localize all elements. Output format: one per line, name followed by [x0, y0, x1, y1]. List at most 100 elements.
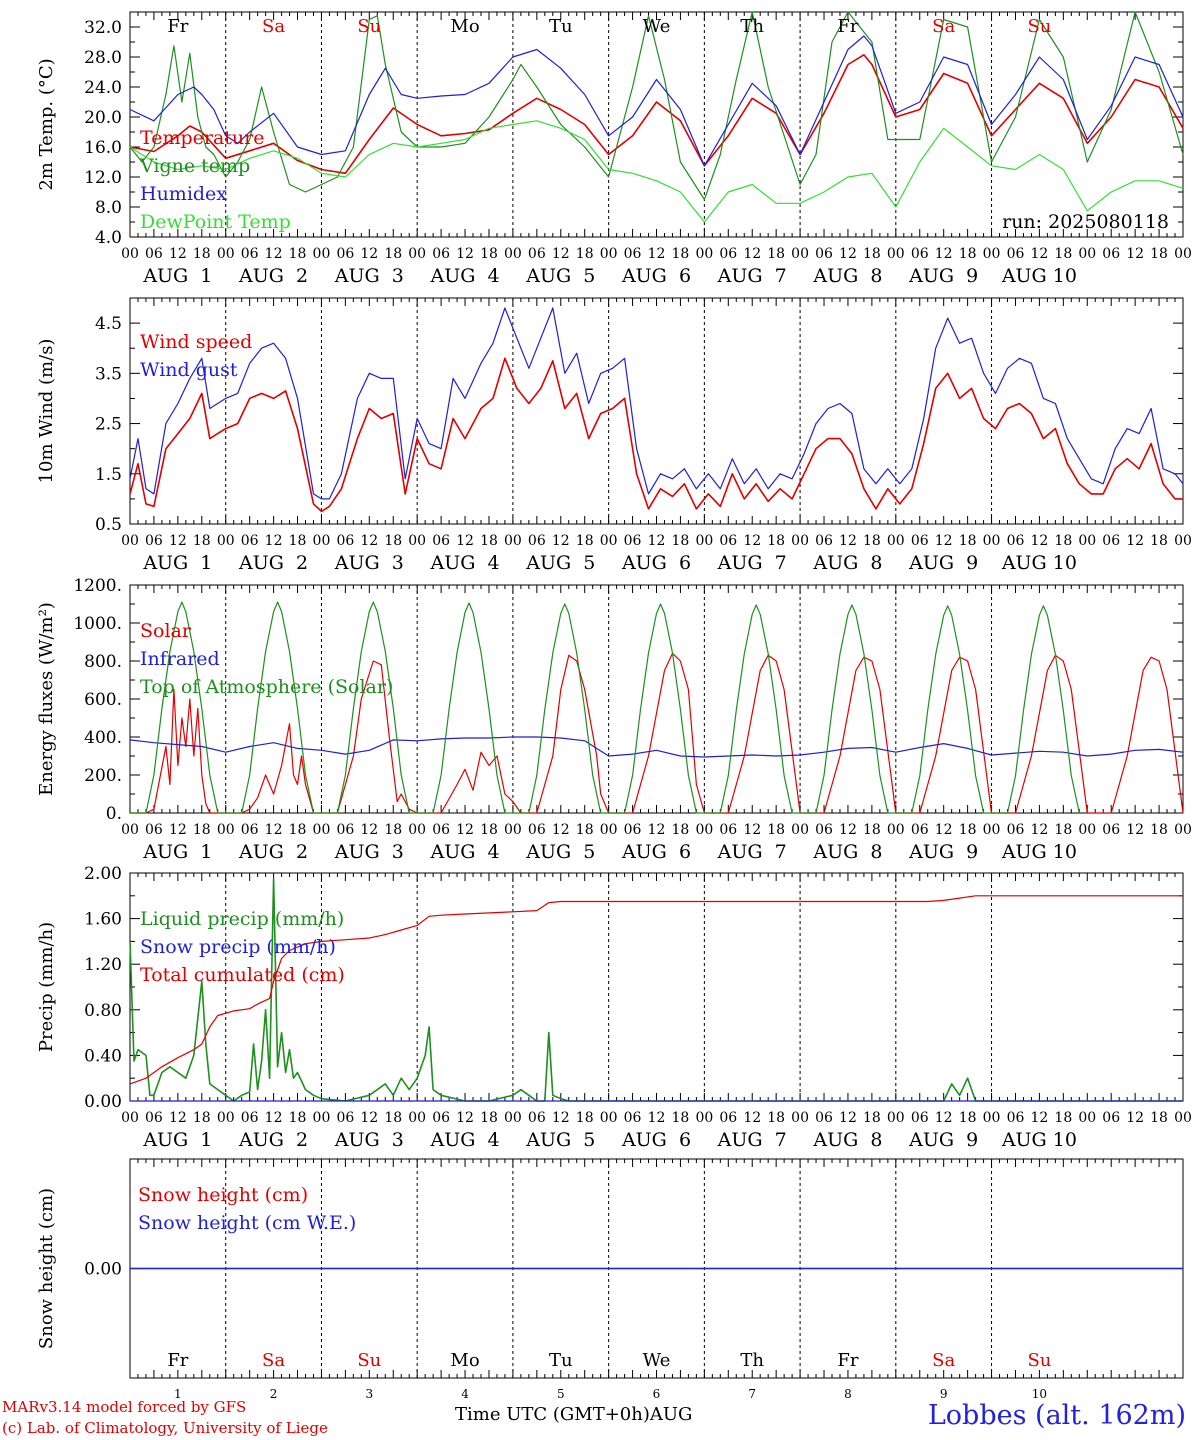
- legend-entry: Temperature: [140, 127, 264, 149]
- date-label: AUG 7: [717, 1129, 787, 1151]
- hour-tick-label: 12: [1126, 533, 1144, 549]
- date-label: AUG 1: [142, 1129, 212, 1151]
- hour-tick-label: 06: [719, 533, 737, 549]
- hour-tick-label: 12: [839, 1110, 857, 1126]
- hour-tick-label: 18: [767, 533, 785, 549]
- hour-tick-label: 12: [265, 246, 283, 262]
- hour-tick-label: 00: [983, 822, 1001, 838]
- series-line-total-cumulated-cm-: [129, 895, 1183, 1085]
- hour-tick-label: 00: [983, 246, 1001, 262]
- hour-tick-label: 00: [1078, 1110, 1096, 1126]
- hour-tick-label: 00: [1174, 822, 1192, 838]
- plot-frame: [129, 297, 1184, 525]
- hour-tick-label: 18: [1054, 533, 1072, 549]
- y-tick-label: 3.5: [95, 364, 122, 384]
- hour-tick-label: 12: [169, 533, 187, 549]
- weekday-label: Sa: [932, 1350, 955, 1371]
- hour-tick-label: 12: [648, 533, 666, 549]
- y-tick-label: 0.40: [84, 1046, 122, 1066]
- hour-tick-label: 06: [1007, 533, 1025, 549]
- hour-tick-label: 00: [791, 822, 809, 838]
- hour-tick-label: 18: [1150, 533, 1168, 549]
- date-label: AUG 9: [908, 1129, 978, 1151]
- y-tick-label: 28.0: [84, 48, 122, 68]
- hour-tick-label: 00: [504, 1110, 522, 1126]
- weekday-label: Fr: [167, 16, 188, 37]
- hour-tick-label: 00: [1078, 246, 1096, 262]
- y-tick-label: 1.5: [95, 465, 122, 485]
- y-tick-label: 12.0: [84, 168, 122, 188]
- weekday-label: Mo: [450, 1350, 479, 1371]
- y-tick-label: 0.00: [84, 1092, 122, 1112]
- date-label: AUG 3: [334, 841, 404, 863]
- y-tick-label: 0.80: [84, 1001, 122, 1021]
- panel-4: 0.00 0.40 0.80 1.20 1.60 2.00 Precip (mm/h) Liq…: [36, 864, 1192, 1151]
- date-label: AUG 4: [429, 841, 499, 863]
- hour-tick-label: 00: [887, 822, 905, 838]
- series-line-solar: [130, 652, 1184, 814]
- hour-tick-label: 12: [935, 1110, 953, 1126]
- hour-tick-label: 06: [336, 533, 354, 549]
- series-line-temperature: [129, 54, 1184, 175]
- date-label: AUG 5: [525, 1129, 595, 1151]
- hour-tick-label: 06: [1102, 1110, 1120, 1126]
- hour-tick-label: 12: [360, 533, 378, 549]
- hour-tick-label: 18: [289, 822, 307, 838]
- hour-tick-label: 00: [791, 1110, 809, 1126]
- hour-tick-label: 06: [911, 246, 929, 262]
- date-label: AUG 8: [812, 1129, 882, 1151]
- y-tick-label: 20.0: [84, 108, 122, 128]
- panel-3: 0. 200. 400. 600. 800. 1000. 1200. Energy fluxe…: [36, 576, 1192, 863]
- hour-tick-label: 06: [432, 246, 450, 262]
- hour-tick-label: 06: [1102, 533, 1120, 549]
- hour-tick-label: 18: [863, 822, 881, 838]
- panel-5: 0.00 Snow height (cm) Snow height (cm) Snow…: [36, 1158, 1184, 1401]
- series-line-humidex: [129, 35, 1184, 167]
- hour-tick-label: 12: [552, 822, 570, 838]
- date-label: AUG 9: [908, 552, 978, 574]
- date-label: AUG 2: [238, 1129, 308, 1151]
- y-tick-label: 400.: [84, 728, 122, 748]
- hour-tick-label: 18: [576, 822, 594, 838]
- y-tick-label: 32.0: [84, 18, 122, 38]
- hour-tick-label: 18: [1054, 822, 1072, 838]
- hour-tick-label: 12: [1030, 246, 1048, 262]
- weekday-label: We: [643, 16, 671, 37]
- hour-tick-label: 00: [695, 1110, 713, 1126]
- hour-tick-label: 06: [145, 533, 163, 549]
- hour-tick-label: 12: [743, 533, 761, 549]
- hour-tick-label: 18: [672, 246, 690, 262]
- day-number-label: 5: [557, 1387, 565, 1401]
- hour-tick-label: 00: [121, 533, 139, 549]
- hour-tick-label: 06: [815, 1110, 833, 1126]
- hour-tick-label: 18: [289, 533, 307, 549]
- date-label: AUG 7: [717, 552, 787, 574]
- hour-tick-label: 18: [193, 533, 211, 549]
- hour-tick-label: 06: [1007, 1110, 1025, 1126]
- hour-tick-label: 06: [719, 246, 737, 262]
- hour-tick-label: 00: [600, 822, 618, 838]
- date-label: AUG 6: [621, 265, 691, 287]
- day-number-label: 10: [1032, 1387, 1047, 1401]
- hour-tick-label: 00: [600, 533, 618, 549]
- hour-tick-label: 12: [265, 533, 283, 549]
- hour-tick-label: 12: [839, 246, 857, 262]
- hour-tick-label: 18: [480, 246, 498, 262]
- weekday-label: Fr: [167, 1350, 188, 1371]
- hour-tick-label: 00: [408, 533, 426, 549]
- hour-tick-label: 00: [313, 533, 331, 549]
- hour-tick-label: 12: [360, 246, 378, 262]
- y-tick-label: 8.0: [95, 198, 122, 218]
- hour-tick-label: 18: [1150, 822, 1168, 838]
- hour-tick-label: 06: [336, 1110, 354, 1126]
- date-label: AUG 10: [1001, 841, 1077, 863]
- weekday-label: Su: [1027, 1350, 1051, 1371]
- panel-2: 0.5 1.5 2.5 3.5 4.5 10m Wind (m/s) Wind speed W…: [36, 297, 1192, 574]
- hour-tick-label: 12: [456, 246, 474, 262]
- hour-tick-label: 00: [121, 1110, 139, 1126]
- date-label: AUG 1: [142, 265, 212, 287]
- weekday-label: Th: [740, 1350, 764, 1371]
- hour-tick-label: 12: [552, 533, 570, 549]
- hour-tick-label: 18: [193, 822, 211, 838]
- hour-tick-label: 06: [241, 822, 259, 838]
